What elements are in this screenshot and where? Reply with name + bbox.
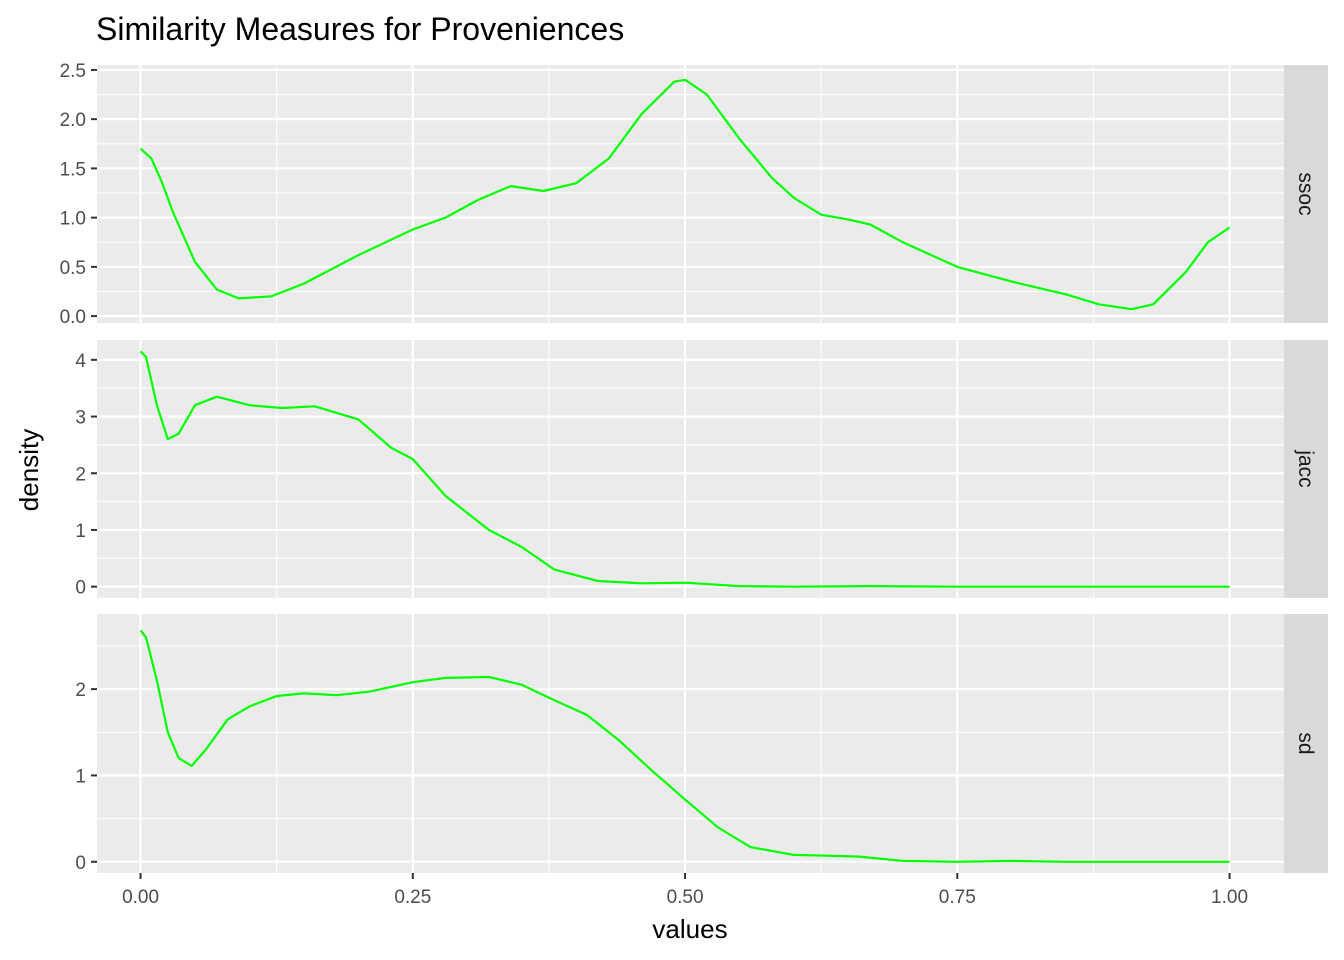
density-line-jacc — [139, 350, 1230, 588]
y-tick-label: 4 — [75, 351, 86, 372]
strip-label-jacc: jacc — [1294, 449, 1317, 487]
panel-background — [97, 614, 1284, 873]
facet-sd: 0 1 2 sd — [75, 614, 1328, 874]
y-tick-label: 1.5 — [60, 159, 86, 180]
strip-label-sd: sd — [1294, 732, 1317, 754]
x-axis: 0.00 0.25 0.50 0.75 1.00 — [122, 873, 1248, 908]
y-axis-title: density — [14, 429, 44, 511]
panel-background — [97, 340, 1284, 598]
y-tick-label: 0 — [75, 853, 86, 874]
panel-background — [97, 65, 1284, 323]
density-line-ssoc — [139, 78, 1231, 311]
x-tick-label: 1.00 — [1211, 887, 1248, 908]
y-tick-label: 2 — [75, 464, 86, 485]
y-tick-label: 2.0 — [60, 110, 86, 131]
y-tick-label: 0.5 — [60, 258, 86, 279]
y-tick-label: 2.5 — [60, 61, 86, 82]
strip-background — [1284, 65, 1328, 323]
facet-panels: 0.0 0.5 1.0 1.5 2.0 2.5 ssoc 0 1 2 3 4 jacc 0 1 2 sd 0.00… — [60, 61, 1328, 908]
y-tick-label: 1 — [75, 766, 86, 787]
chart-title: Similarity Measures for Proveniences — [96, 11, 624, 47]
strip-label-ssoc: ssoc — [1294, 172, 1317, 215]
y-tick-label: 0.0 — [60, 307, 86, 328]
y-tick-label: 1.0 — [60, 209, 86, 230]
y-tick-label: 0 — [75, 578, 86, 599]
x-tick-label: 0.50 — [667, 887, 704, 908]
x-tick-label: 0.75 — [939, 887, 976, 908]
x-tick-label: 0.00 — [122, 887, 159, 908]
y-tick-label: 1 — [75, 521, 86, 542]
y-tick-label: 3 — [75, 408, 86, 429]
facet-ssoc: 0.0 0.5 1.0 1.5 2.0 2.5 ssoc — [60, 61, 1328, 328]
strip-background — [1284, 614, 1328, 873]
density-line-sd — [139, 629, 1230, 863]
x-axis-title: values — [652, 914, 727, 944]
y-tick-label: 2 — [75, 680, 86, 701]
strip-background — [1284, 340, 1328, 598]
facet-jacc: 0 1 2 3 4 jacc — [75, 340, 1328, 599]
x-tick-label: 0.25 — [394, 887, 431, 908]
